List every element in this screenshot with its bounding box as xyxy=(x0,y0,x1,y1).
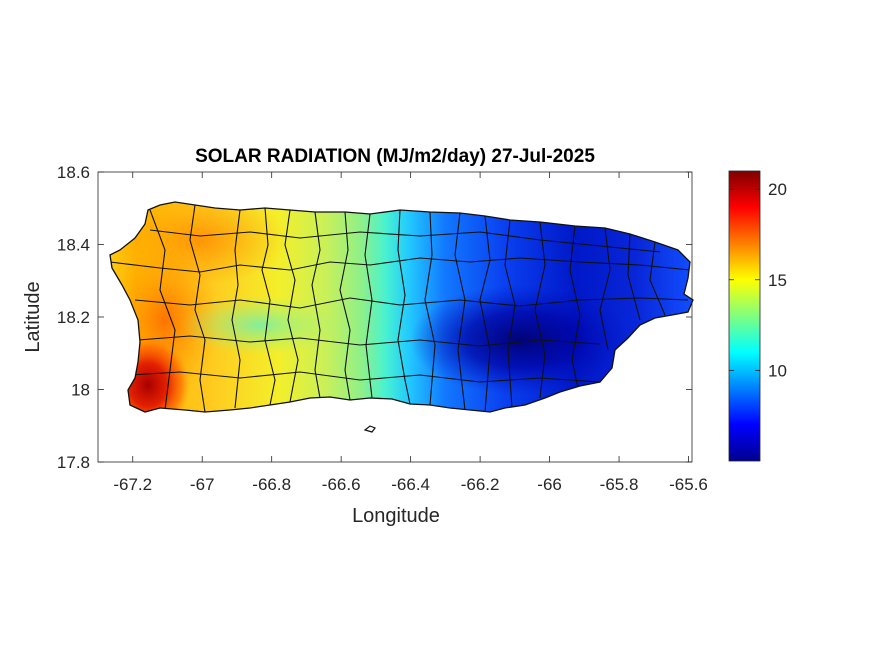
x-tick-label: -65.8 xyxy=(600,475,639,494)
colorbar xyxy=(728,170,761,462)
y-tick-label: 18.4 xyxy=(57,236,90,255)
x-tick-label: -66.8 xyxy=(252,475,291,494)
x-tick-label: -66.6 xyxy=(322,475,361,494)
y-tick-label: 17.8 xyxy=(57,453,90,472)
x-axis-ticks: -67.2 -67 -66.8 -66.6 -66.4 -66.2 -66 -65.8 -65.… xyxy=(113,172,708,494)
x-tick-label: -65.6 xyxy=(669,475,708,494)
chart-title: SOLAR RADIATION (MJ/m2/day) 27-Jul-2025 xyxy=(195,146,595,167)
x-tick-label: -66.2 xyxy=(461,475,500,494)
y-axis-ticks: 17.8 18 18.2 18.4 18.6 xyxy=(57,163,692,472)
field-cool-central xyxy=(180,295,340,355)
y-tick-label: 18 xyxy=(71,381,90,400)
colorbar-tick-label: 15 xyxy=(768,271,787,290)
municipal-boundaries xyxy=(110,204,691,412)
y-axis-label: Latitude xyxy=(22,281,44,352)
x-axis-label: Longitude xyxy=(352,505,440,527)
y-tick-label: 18.2 xyxy=(57,308,90,327)
y-tick-label: 18.6 xyxy=(57,163,90,182)
colorbar-tick-label: 10 xyxy=(768,361,787,380)
x-tick-label: -67 xyxy=(190,475,215,494)
offshore-islet xyxy=(363,425,376,433)
field-dark-east xyxy=(410,285,630,395)
x-tick-label: -67.2 xyxy=(113,475,152,494)
x-tick-label: -66.4 xyxy=(391,475,430,494)
colorbar-tick-label: 20 xyxy=(768,180,787,199)
island-coastline xyxy=(109,201,694,413)
colorbar-ticks: 10 15 20 xyxy=(729,180,787,380)
x-tick-label: -66 xyxy=(537,475,562,494)
